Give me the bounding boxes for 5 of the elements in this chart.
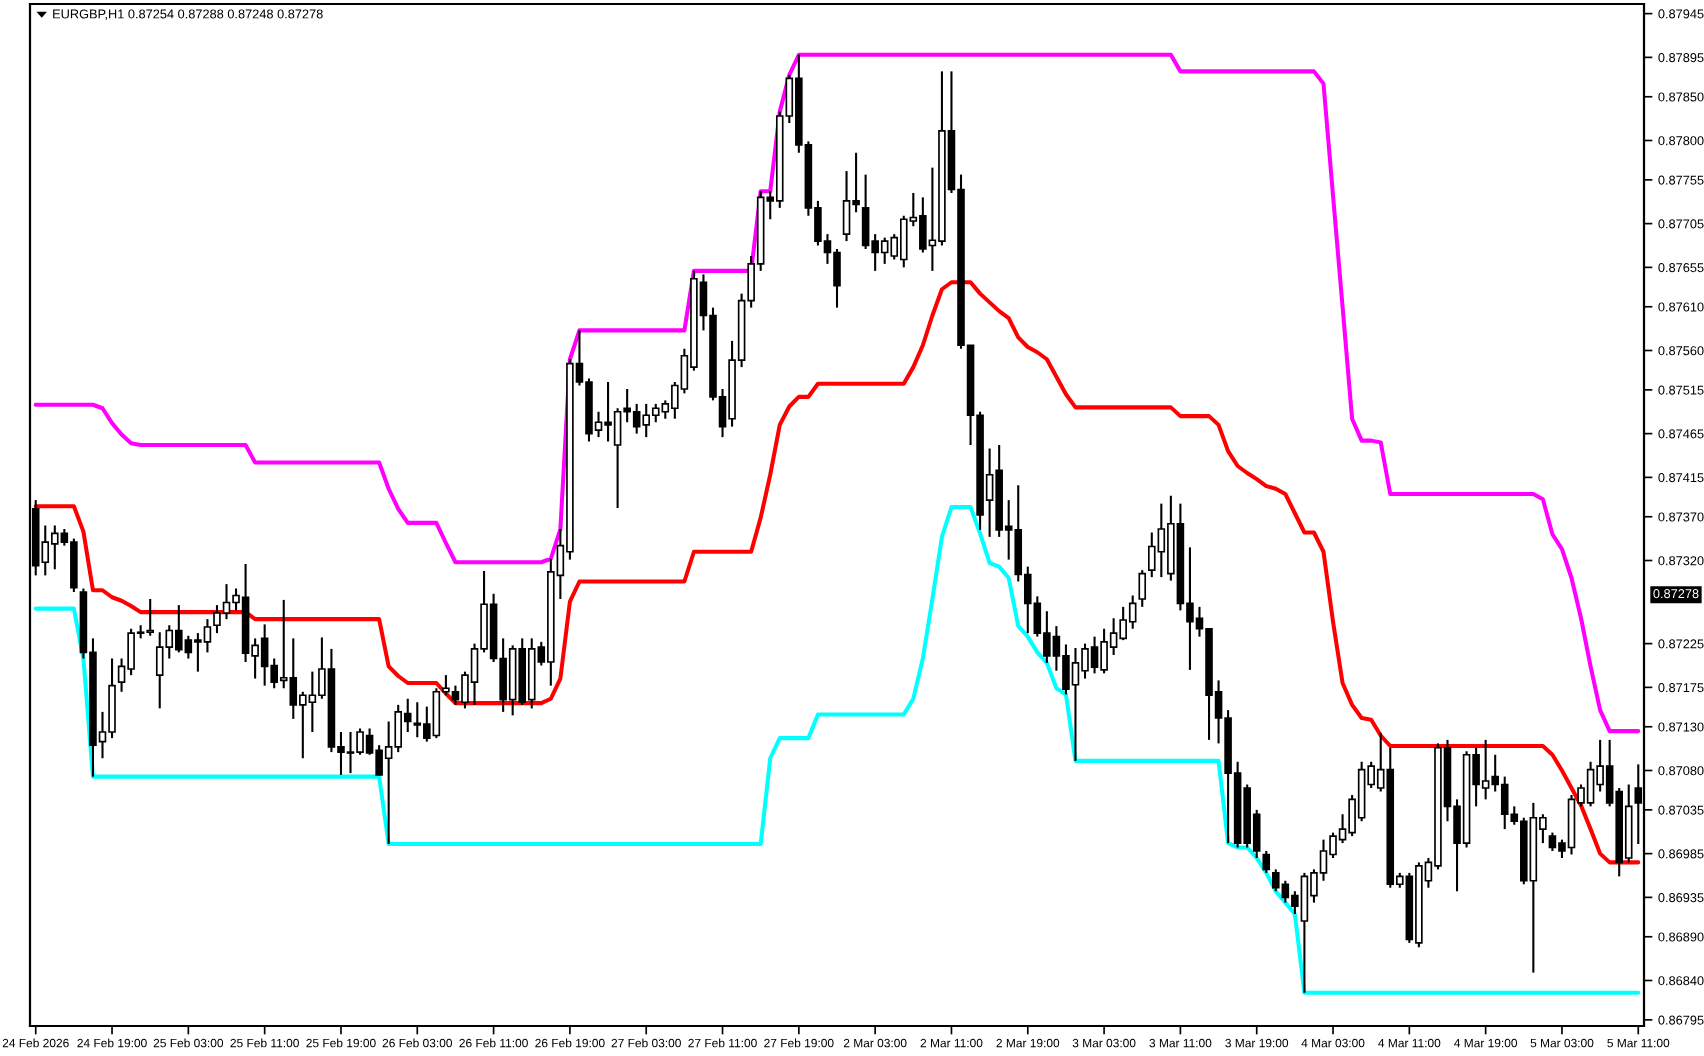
line-series — [33, 52, 1641, 734]
candlestick — [1262, 849, 1271, 874]
candlestick — [1138, 569, 1147, 608]
line-series — [33, 505, 1641, 995]
line-series — [33, 280, 1641, 865]
